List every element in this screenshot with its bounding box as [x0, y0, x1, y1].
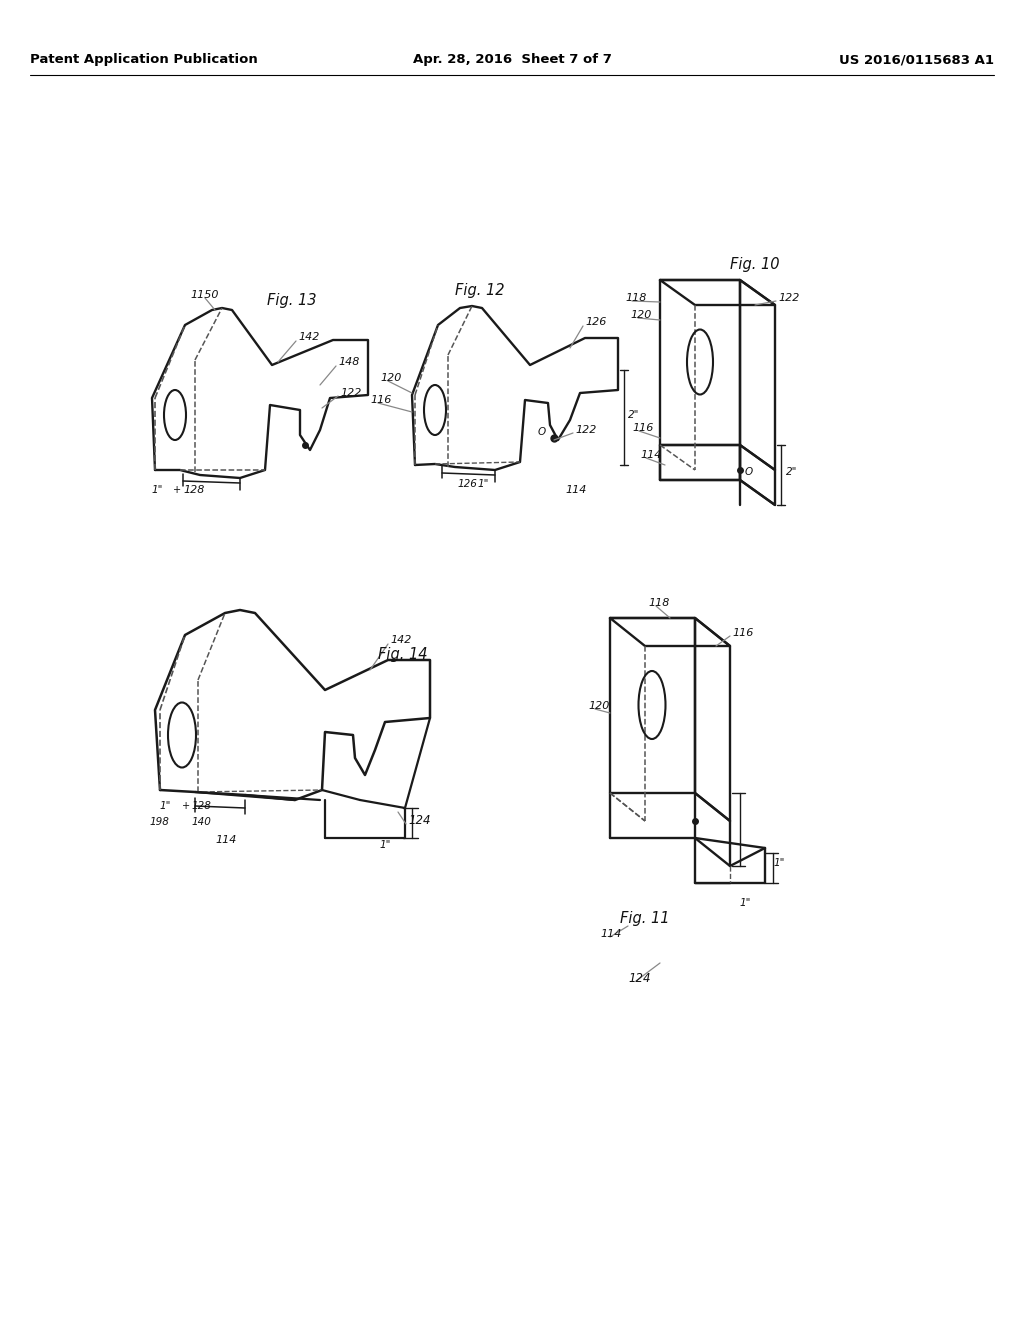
Text: 124: 124	[628, 972, 650, 985]
Text: 128: 128	[183, 484, 205, 495]
Text: 114: 114	[640, 450, 662, 459]
Text: 118: 118	[648, 598, 670, 609]
Text: 120: 120	[630, 310, 651, 319]
Text: O: O	[745, 467, 753, 477]
Text: 142: 142	[298, 333, 319, 342]
Text: Fig. 13: Fig. 13	[267, 293, 316, 308]
Text: 148: 148	[338, 356, 359, 367]
Text: 1": 1"	[152, 484, 164, 495]
Text: Fig. 10: Fig. 10	[730, 257, 779, 272]
Text: 122: 122	[340, 388, 361, 399]
Text: 114: 114	[215, 836, 237, 845]
Text: 128: 128	[193, 801, 212, 810]
Text: 2": 2"	[786, 467, 798, 477]
Text: 2": 2"	[628, 411, 639, 420]
Text: 140: 140	[193, 817, 212, 828]
Text: Fig. 14: Fig. 14	[378, 648, 427, 663]
Text: Apr. 28, 2016  Sheet 7 of 7: Apr. 28, 2016 Sheet 7 of 7	[413, 54, 611, 66]
Text: 114: 114	[600, 929, 622, 939]
Text: 1150: 1150	[190, 290, 218, 300]
Text: 114: 114	[565, 484, 587, 495]
Text: +: +	[173, 484, 181, 495]
Text: US 2016/0115683 A1: US 2016/0115683 A1	[839, 54, 994, 66]
Text: 116: 116	[370, 395, 391, 405]
Text: 120: 120	[588, 701, 609, 711]
Text: 122: 122	[778, 293, 800, 304]
Text: 198: 198	[150, 817, 170, 828]
Text: 124: 124	[408, 813, 430, 826]
Text: 126: 126	[585, 317, 606, 327]
Text: 116: 116	[732, 628, 754, 638]
Text: 116: 116	[632, 422, 653, 433]
Text: 1": 1"	[478, 479, 489, 488]
Text: 118: 118	[625, 293, 646, 304]
Text: Patent Application Publication: Patent Application Publication	[30, 54, 258, 66]
Text: Fig. 11: Fig. 11	[620, 911, 670, 925]
Text: Fig. 12: Fig. 12	[455, 282, 505, 297]
Text: 1": 1"	[740, 898, 752, 908]
Text: 120: 120	[380, 374, 401, 383]
Text: 1": 1"	[774, 858, 785, 869]
Text: 122: 122	[575, 425, 596, 436]
Text: 1": 1"	[160, 801, 171, 810]
Text: +: +	[182, 801, 190, 810]
Text: 126: 126	[458, 479, 478, 488]
Text: O: O	[538, 426, 546, 437]
Text: 1": 1"	[380, 840, 391, 850]
Text: 142: 142	[390, 635, 412, 645]
